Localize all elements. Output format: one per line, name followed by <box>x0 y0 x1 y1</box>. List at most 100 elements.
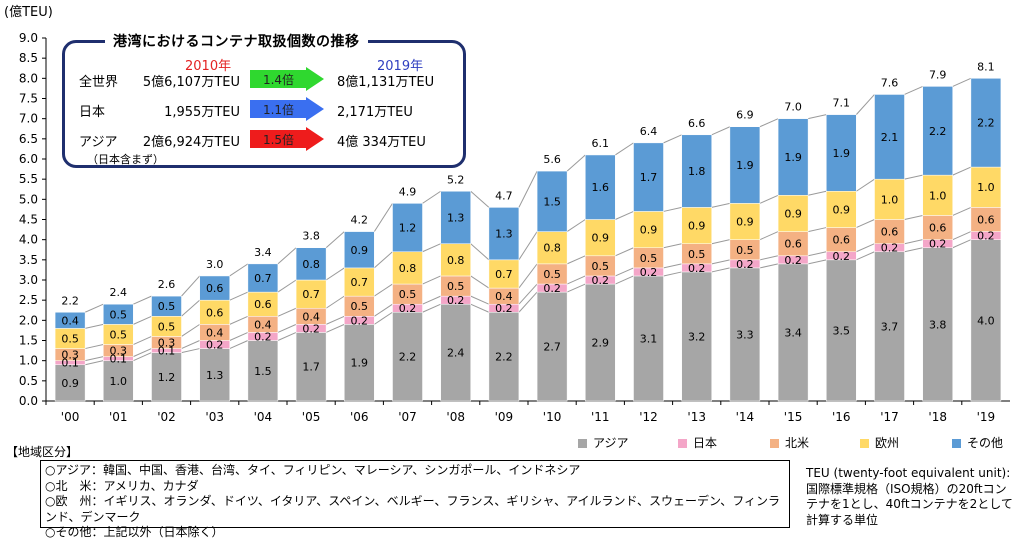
summary-infobox: 港湾におけるコンテナ取扱個数の推移 2010年 2019年 全世界 5億6,10… <box>62 31 466 168</box>
bar-segment <box>392 251 423 285</box>
region-line: ○アジア：韓国、中国、香港、台湾、タイ、フィリピン、マレーシア、シンガポール、イ… <box>45 463 581 477</box>
bar-segment <box>777 118 809 196</box>
segment-value-label: 0.4 <box>206 326 224 339</box>
segment-value-label: 1.0 <box>881 193 899 206</box>
segment-value-label: 0.9 <box>61 377 79 390</box>
legend-label: その他 <box>967 436 1004 450</box>
series-connector-line <box>470 243 490 261</box>
legend-item-north-america: 北米 <box>770 434 809 451</box>
bar-segment <box>54 364 86 402</box>
segment-value-label: 1.2 <box>399 222 417 235</box>
y-tick-label: 4.5 <box>19 213 38 227</box>
bar-segment <box>826 227 857 253</box>
x-tick-label: '12 <box>639 410 658 424</box>
growth-ratio: 1.4倍 <box>262 73 295 87</box>
total-value-label: 7.1 <box>833 97 851 110</box>
x-tick-label: '08 <box>446 410 465 424</box>
bar-segment <box>970 207 1002 232</box>
series-connector-line <box>711 259 731 265</box>
bar-segment <box>729 126 761 204</box>
bar-segment <box>247 340 279 402</box>
x-tick-label: '05 <box>302 410 321 424</box>
series-connector-line <box>181 348 200 354</box>
segment-value-label: 0.9 <box>640 224 658 237</box>
bar-segment <box>681 207 712 244</box>
region-line: ○欧 州：イギリス、オランダ、ドイツ、イタリア、スペイン、ベルギー、フランス、ギ… <box>45 494 781 524</box>
segment-value-label: 0.9 <box>833 203 851 216</box>
series-connector-line <box>952 166 972 176</box>
total-value-label: 5.2 <box>447 173 465 186</box>
bar-segment <box>488 312 520 402</box>
series-connector-line <box>856 219 875 229</box>
segment-value-label: 2.2 <box>495 351 513 364</box>
segment-value-label: 3.3 <box>736 328 754 341</box>
series-connector-line <box>518 263 538 289</box>
series-connector-line <box>374 303 393 317</box>
total-value-label: 6.4 <box>640 125 658 138</box>
bar-segment <box>922 174 953 216</box>
series-connector-line <box>952 77 972 87</box>
legend-swatch <box>770 439 779 448</box>
series-connector-line <box>277 307 297 317</box>
series-connector-line <box>422 243 441 253</box>
segment-value-label: 0.5 <box>543 268 561 281</box>
x-tick-label: '16 <box>832 410 851 424</box>
bar-segment <box>922 247 953 402</box>
series-connector-line <box>133 348 152 358</box>
x-tick-label: '02 <box>157 410 176 424</box>
y-axis-unit-label: (億TEU) <box>4 4 53 20</box>
row-name: 日本 <box>79 105 106 120</box>
row-value-2010: 5億6,107万TEU <box>142 75 240 90</box>
series-connector-line <box>952 231 972 241</box>
series-connector-line <box>84 356 104 362</box>
y-tick-label: 1.0 <box>19 354 38 368</box>
series-connector-line <box>759 231 779 241</box>
bar-segment <box>633 275 664 402</box>
legend-label: 日本 <box>693 436 718 450</box>
x-tick-label: '13 <box>687 410 706 424</box>
segment-value-label: 1.3 <box>495 228 513 241</box>
row-value-2019: 8億1,131万TEU <box>337 75 435 90</box>
x-tick-label: '15 <box>784 410 803 424</box>
segment-value-label: 0.6 <box>881 226 899 239</box>
teu-note-line: TEU (twenty-foot equivalent unit): <box>806 466 1011 480</box>
bar-segment <box>729 203 761 240</box>
bar-segment <box>440 303 471 402</box>
bar-segment <box>970 166 1002 208</box>
series-connector-line <box>518 231 538 261</box>
segment-value-label: 1.6 <box>592 181 610 194</box>
series-connector-line <box>181 323 200 337</box>
legend-swatch <box>678 439 687 448</box>
segment-value-label: 0.3 <box>158 337 176 350</box>
series-connector-line <box>181 340 200 350</box>
row-value-2019: 2,171万TEU <box>337 105 413 120</box>
segment-value-label: 0.5 <box>399 288 417 301</box>
y-tick-label: 0.5 <box>19 374 38 388</box>
bar-segment <box>247 263 279 293</box>
x-tick-label: '07 <box>398 410 417 424</box>
bar-segment <box>103 303 134 325</box>
legend-label: アジア <box>593 436 629 450</box>
series-connector-line <box>133 295 152 305</box>
segment-value-label: 0.6 <box>929 222 947 235</box>
segment-value-label: 3.8 <box>929 318 947 331</box>
segment-value-label: 0.6 <box>206 306 224 319</box>
bar-segment <box>295 247 327 281</box>
segment-value-label: 0.4 <box>254 318 272 331</box>
segment-value-label: 0.6 <box>977 214 995 227</box>
series-connector-line <box>84 323 104 329</box>
series-connector-line <box>904 214 923 220</box>
bar-segment <box>826 191 857 228</box>
segment-value-label: 0.7 <box>351 276 369 289</box>
segment-value-label: 1.9 <box>351 357 369 370</box>
series-connector-line <box>615 210 634 220</box>
year-from-header: 2010年 <box>185 59 232 74</box>
segment-value-label: 0.2 <box>206 339 224 352</box>
series-connector-line <box>566 255 586 265</box>
bar-segment <box>585 154 616 220</box>
series-connector-line <box>229 291 249 301</box>
series-connector-line <box>373 251 393 269</box>
series-connector-line <box>325 231 345 249</box>
series-connector-line <box>422 190 441 204</box>
segment-value-label: 0.3 <box>61 349 79 362</box>
